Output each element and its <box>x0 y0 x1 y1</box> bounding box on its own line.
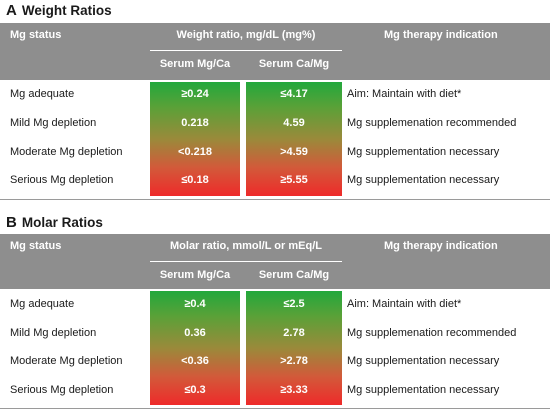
header-mg-therapy-indication: Mg therapy indication <box>384 240 498 252</box>
row-serum-mgca: <0.218 <box>178 146 212 158</box>
header-ratio-title: Weight ratio, mg/dL (mg%) <box>176 29 316 41</box>
row-indication: Aim: Maintain with diet* <box>347 88 462 100</box>
header-mg-status: Mg status <box>10 29 62 41</box>
row-serum-camg: 4.59 <box>283 117 305 129</box>
section-b-title-text: Molar Ratios <box>21 215 103 230</box>
row-serum-mgca: 0.36 <box>184 327 206 339</box>
section-b-title: B Molar Ratios <box>6 214 103 232</box>
row-serum-camg: ≥3.33 <box>280 384 308 396</box>
section-a-title-text: Weight Ratios <box>21 3 112 18</box>
row-serum-mgca: ≤0.3 <box>184 384 206 396</box>
row-status: Moderate Mg depletion <box>10 355 123 367</box>
section-a-camg-gradient <box>246 82 342 196</box>
header-serum-mgca: Serum Mg/Ca <box>159 58 231 70</box>
row-serum-mgca: 0.218 <box>181 117 209 129</box>
row-status: Mild Mg depletion <box>10 117 97 129</box>
header-ratio-title: Molar ratio, mmol/L or mEq/L <box>170 240 322 252</box>
section-b-bottom-rule <box>0 408 550 409</box>
row-status: Mg adequate <box>10 88 75 100</box>
row-serum-camg: >4.59 <box>280 146 308 158</box>
header-ratio-rule <box>150 261 342 262</box>
section-a-bottom-rule <box>0 199 550 200</box>
header-ratio-rule <box>150 50 342 51</box>
row-indication: Mg supplementation necessary <box>347 146 500 158</box>
row-indication: Mg supplemenation recommended <box>347 117 517 129</box>
row-status: Mg adequate <box>10 298 75 310</box>
section-a-header: Mg status Weight ratio, mg/dL (mg%) Seru… <box>0 23 550 80</box>
section-a-letter: A <box>6 2 17 19</box>
header-mg-status: Mg status <box>10 240 62 252</box>
row-indication: Mg supplementation necessary <box>347 174 500 186</box>
header-serum-camg: Serum Ca/Mg <box>258 58 330 70</box>
row-serum-mgca: ≥0.24 <box>181 88 209 100</box>
row-status: Serious Mg depletion <box>10 174 114 186</box>
section-b-letter: B <box>6 214 17 231</box>
row-serum-camg: ≤4.17 <box>280 88 308 100</box>
row-serum-camg: 2.78 <box>283 327 305 339</box>
section-b-camg-gradient <box>246 291 342 405</box>
row-indication: Aim: Maintain with diet* <box>347 298 462 310</box>
row-indication: Mg supplementation necessary <box>347 384 500 396</box>
section-b-header: Mg status Molar ratio, mmol/L or mEq/L S… <box>0 234 550 289</box>
row-serum-camg: >2.78 <box>280 355 308 367</box>
row-serum-camg: ≥5.55 <box>280 174 308 186</box>
row-serum-camg: ≤2.5 <box>283 298 305 310</box>
row-indication: Mg supplemenation recommended <box>347 327 517 339</box>
header-mg-therapy-indication: Mg therapy indication <box>384 29 498 41</box>
row-serum-mgca: <0.36 <box>181 355 209 367</box>
row-indication: Mg supplementation necessary <box>347 355 500 367</box>
header-serum-mgca: Serum Mg/Ca <box>159 269 231 281</box>
section-a-mgca-gradient <box>150 82 240 196</box>
row-status: Moderate Mg depletion <box>10 146 123 158</box>
row-status: Serious Mg depletion <box>10 384 114 396</box>
row-serum-mgca: ≤0.18 <box>181 174 209 186</box>
section-b-mgca-gradient <box>150 291 240 405</box>
row-status: Mild Mg depletion <box>10 327 97 339</box>
header-serum-camg: Serum Ca/Mg <box>258 269 330 281</box>
section-a-title: A Weight Ratios <box>6 2 112 20</box>
row-serum-mgca: ≥0.4 <box>184 298 206 310</box>
